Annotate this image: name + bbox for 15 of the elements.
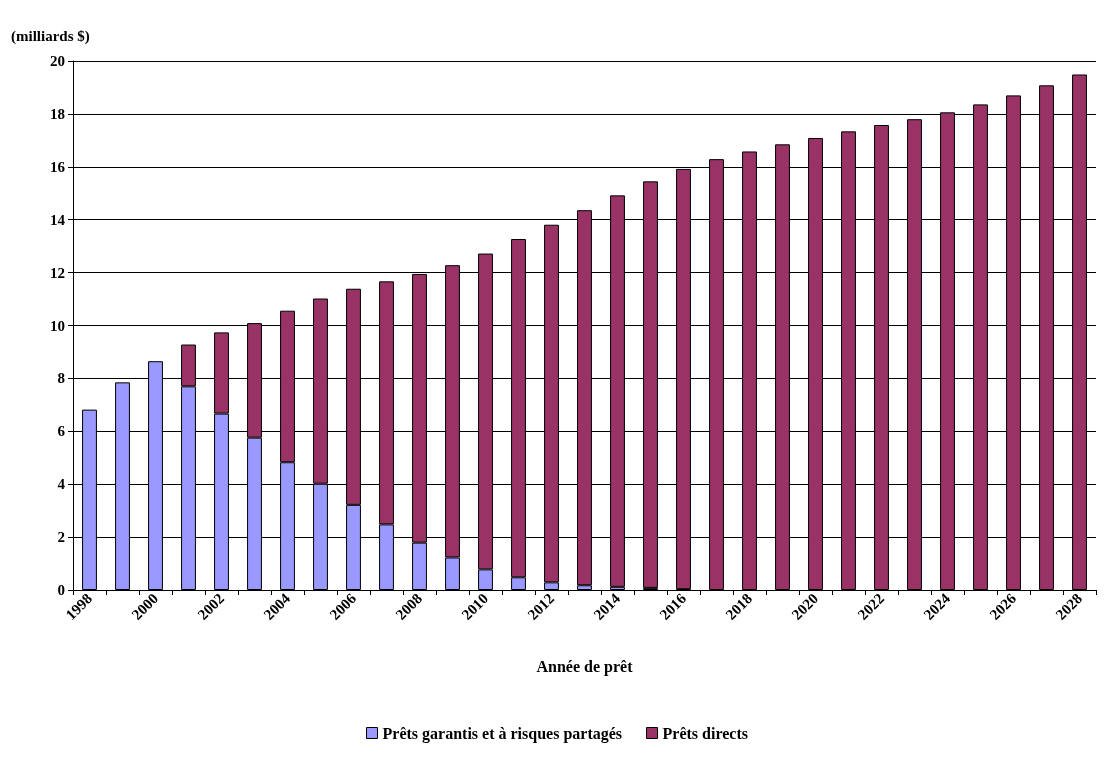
y-tick-label: 10 [50, 317, 65, 334]
y-tick-label: 6 [57, 423, 66, 440]
y-tick-label: 14 [50, 211, 66, 228]
x-axis-title: Année de prêt [536, 657, 634, 676]
y-tick-label: 4 [57, 476, 66, 493]
legend-label: Prêts directs [662, 724, 748, 742]
y-tick-label: 0 [57, 582, 65, 598]
y-tick-label: 18 [50, 105, 65, 122]
y-tick-label: 8 [57, 370, 65, 387]
legend-label: Prêts garantis et à risques partagés [382, 724, 623, 743]
y-tick-label: 12 [50, 264, 65, 281]
y-axis-title: (milliards $) [11, 27, 90, 45]
y-tick-label: 16 [50, 158, 66, 175]
y-tick-label: 20 [50, 53, 65, 69]
y-tick-label: 2 [57, 529, 65, 546]
